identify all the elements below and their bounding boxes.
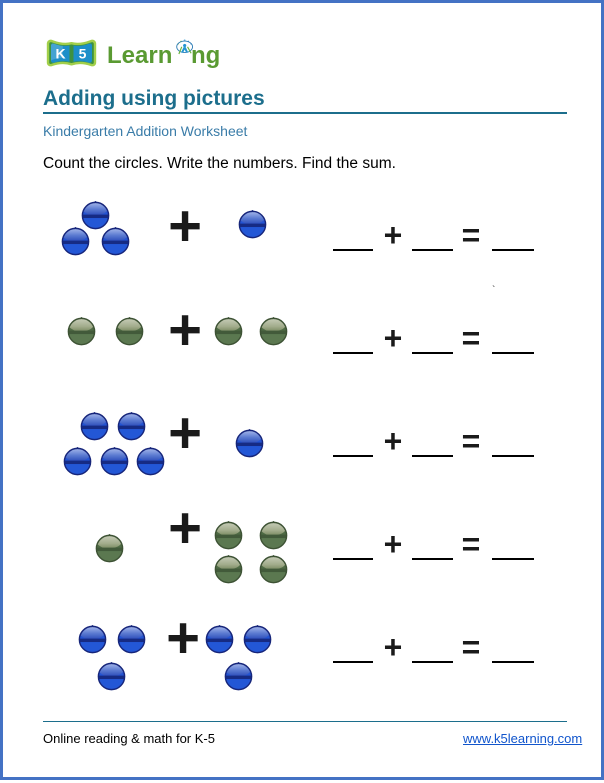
svg-text:+: + (384, 629, 403, 665)
svg-text:+: + (384, 320, 403, 356)
svg-text:+: + (166, 606, 200, 671)
svg-text:+: + (168, 194, 202, 259)
svg-text:+: + (384, 423, 403, 459)
svg-text:+: + (384, 217, 403, 253)
svg-text:=: = (462, 629, 481, 665)
svg-text:=: = (462, 423, 481, 459)
svg-text:=: = (462, 217, 481, 253)
svg-text:=: = (462, 320, 481, 356)
svg-text:`: ` (492, 284, 495, 296)
svg-text:=: = (462, 526, 481, 562)
svg-text:+: + (168, 496, 202, 561)
svg-text:+: + (168, 298, 202, 363)
svg-text:+: + (384, 526, 403, 562)
svg-text:+: + (168, 401, 202, 466)
